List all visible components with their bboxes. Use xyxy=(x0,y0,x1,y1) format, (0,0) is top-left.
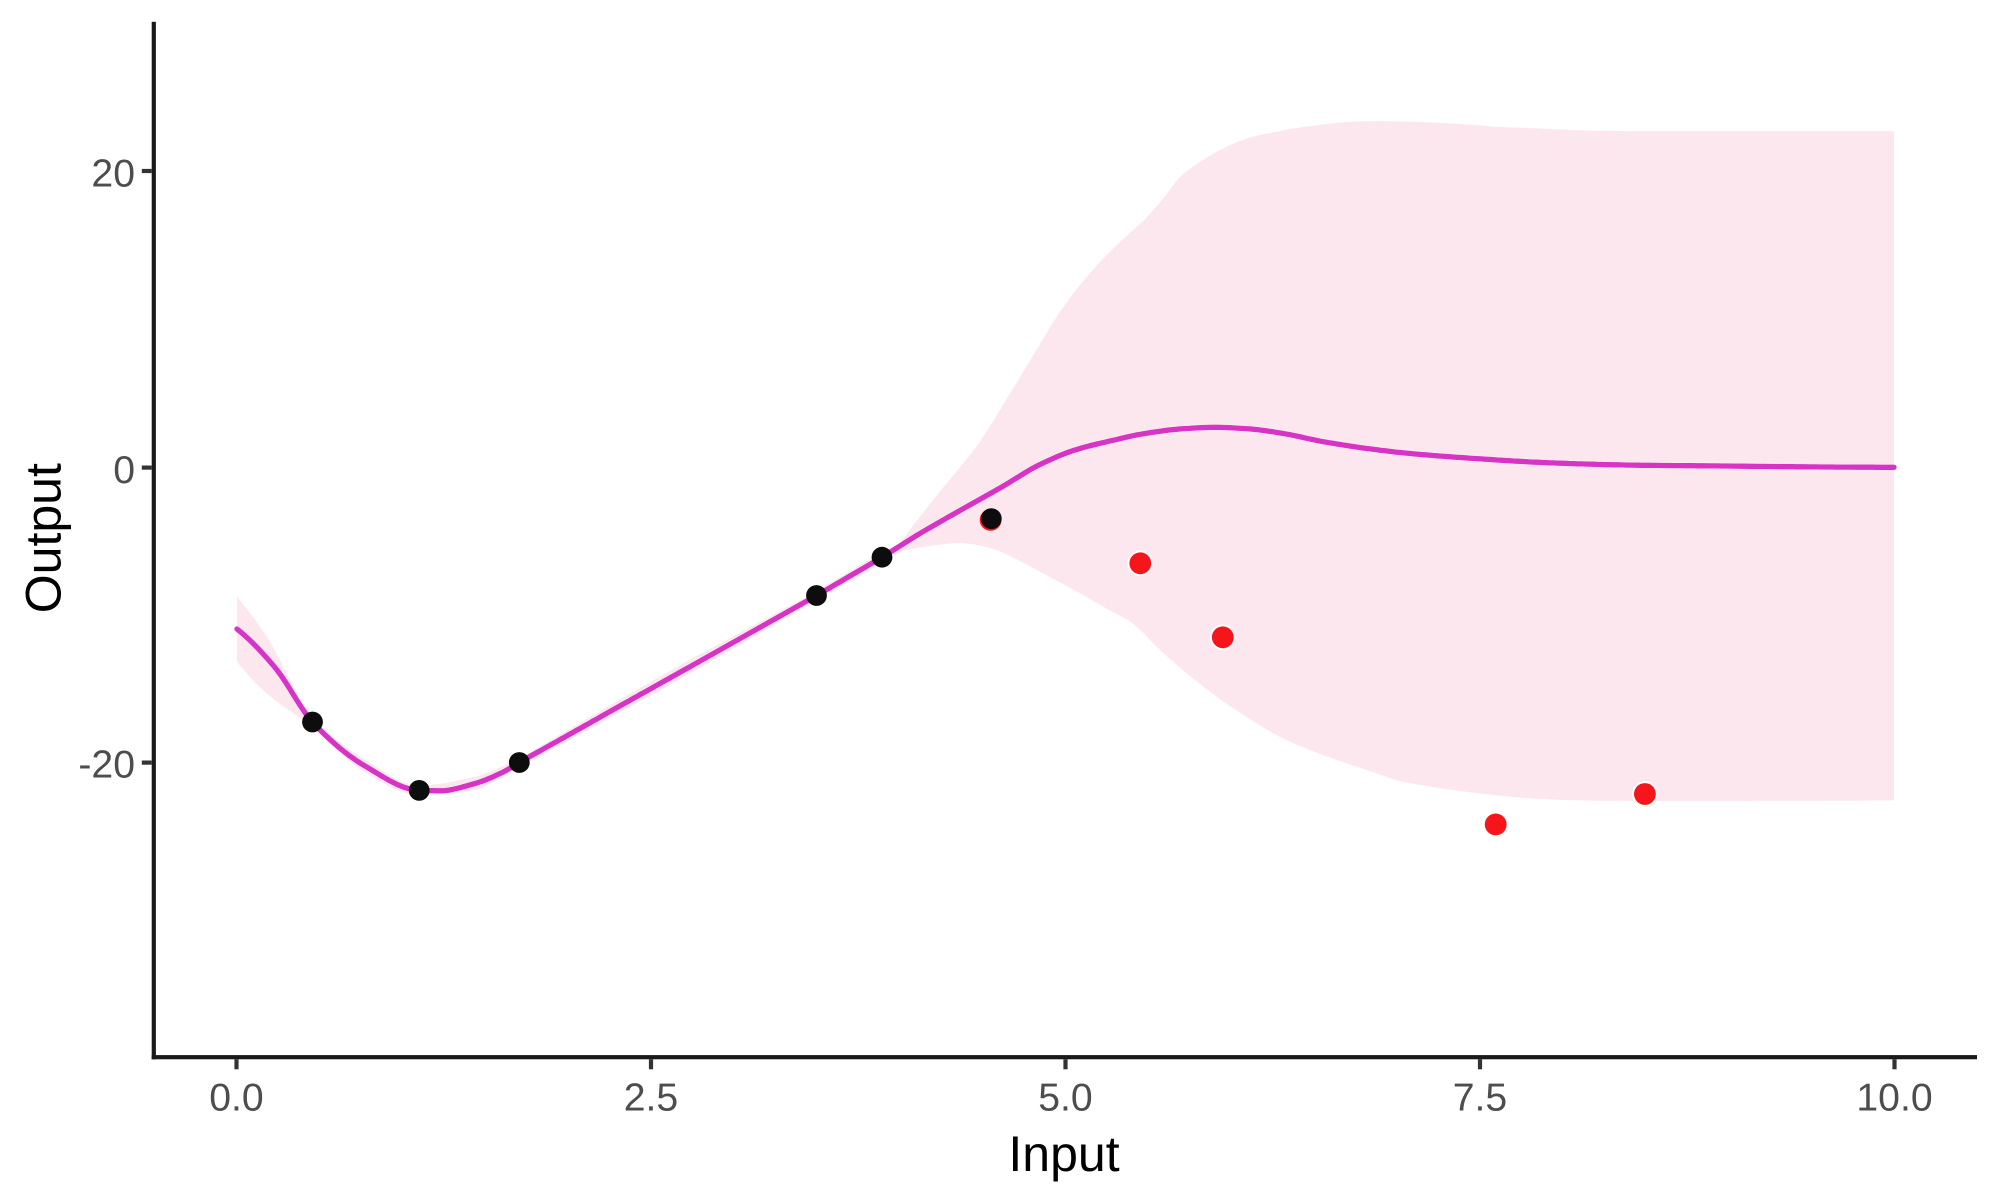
svg-text:0.0: 0.0 xyxy=(209,1076,263,1119)
svg-text:Output: Output xyxy=(16,463,72,613)
svg-text:5.0: 5.0 xyxy=(1038,1076,1092,1119)
svg-text:0: 0 xyxy=(113,449,135,492)
svg-text:Input: Input xyxy=(1008,1126,1119,1182)
svg-text:-20: -20 xyxy=(78,743,135,786)
svg-text:2.5: 2.5 xyxy=(624,1076,678,1119)
svg-text:7.5: 7.5 xyxy=(1453,1076,1507,1119)
svg-text:20: 20 xyxy=(91,152,135,195)
svg-text:10.0: 10.0 xyxy=(1856,1076,1932,1119)
